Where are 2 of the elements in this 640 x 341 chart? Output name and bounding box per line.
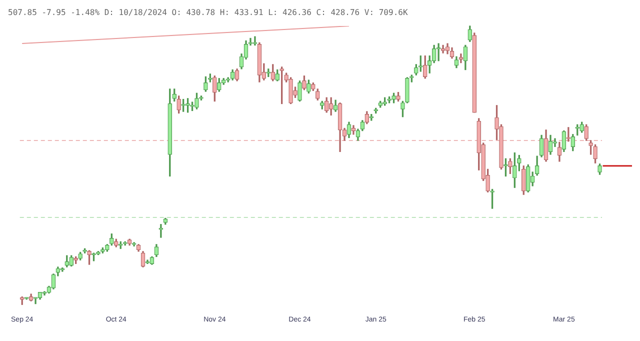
candlestick — [252, 36, 258, 46]
chart-title: 507.85 -7.95 -1.48% D: 10/18/2024 O: 430.78 H: 433.91 L: 426.36 C: 428.76 V: 709.6K — [8, 8, 409, 19]
